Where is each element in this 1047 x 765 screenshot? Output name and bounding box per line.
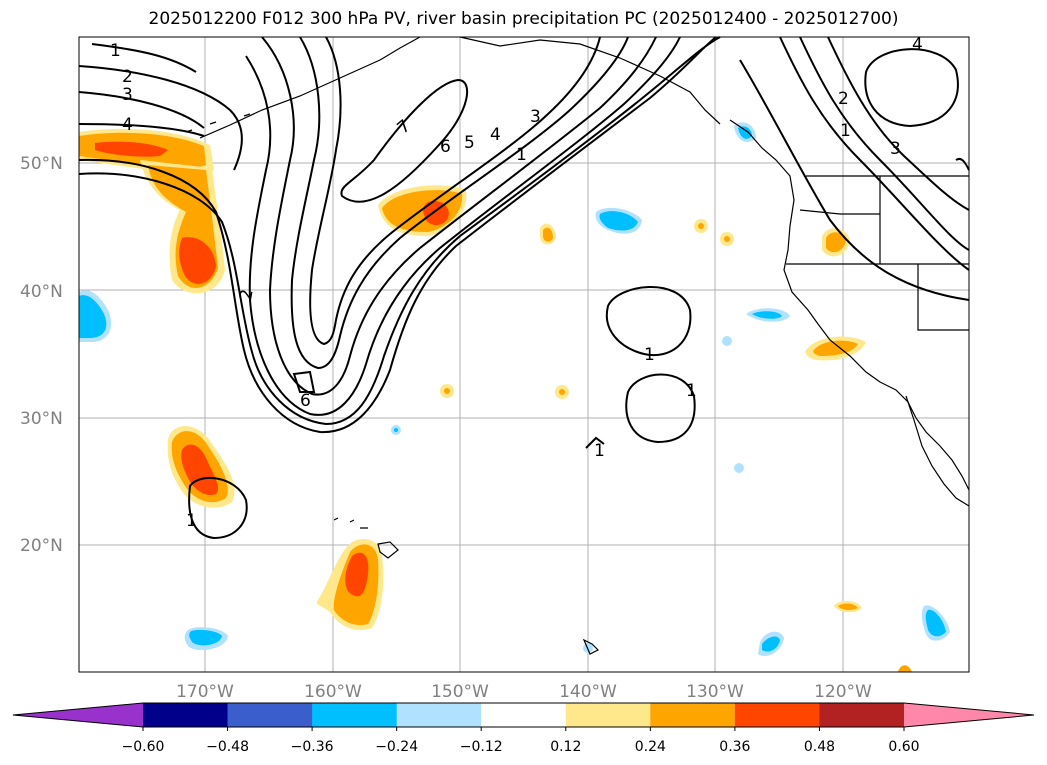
- contour-label: 1: [516, 145, 527, 165]
- contour-label: 3: [890, 139, 901, 159]
- colorbar-segment: [481, 703, 567, 727]
- colorbar-segment: [650, 703, 736, 727]
- contour-label: 3: [122, 85, 133, 105]
- contour-label: 3: [530, 107, 541, 127]
- contour-label: 1: [186, 511, 197, 531]
- colorbar-extend-low: [13, 703, 143, 727]
- lat-label: 40°N: [20, 282, 63, 302]
- colorbar-segment: [143, 703, 229, 727]
- map-frame: [78, 36, 970, 673]
- contour-label: 1: [686, 381, 697, 401]
- page-title: 2025012200 F012 300 hPa PV, river basin …: [148, 9, 899, 29]
- colorbar-tick-label: 0.48: [804, 739, 835, 755]
- colorbar-segment: [227, 703, 313, 727]
- lon-label: 150°W: [431, 682, 489, 702]
- contour-label: 2: [236, 288, 258, 302]
- contour-label: 2: [122, 67, 133, 87]
- colorbar-tick-label: −0.48: [206, 739, 249, 755]
- colorbar-segment: [396, 703, 482, 727]
- colorbar-tick-label: 0.36: [719, 739, 750, 755]
- colorbar-tick-label: −0.24: [375, 739, 418, 755]
- contour-label: 4: [490, 125, 501, 145]
- contour-label: 1: [840, 121, 851, 141]
- colorbar-tick-label: 0.60: [888, 739, 919, 755]
- lon-label: 120°W: [814, 682, 872, 702]
- colorbar-tick-label: −0.60: [122, 739, 165, 755]
- colorbar-segment: [565, 703, 651, 727]
- contour-label: 1: [110, 41, 121, 61]
- lon-label: 130°W: [686, 682, 744, 702]
- lat-label: 50°N: [20, 154, 63, 174]
- colorbar: −0.60 −0.48 −0.36 −0.24 −0.12 0.12 0.24 0.36 0.4…: [12, 702, 1035, 755]
- contour-label: 4: [122, 115, 133, 135]
- lat-label: 20°N: [20, 536, 63, 556]
- contour-label: 1: [594, 441, 605, 461]
- lat-label: 30°N: [20, 409, 63, 429]
- coastlines: [185, 36, 970, 655]
- colorbar-extend-high: [904, 703, 1034, 727]
- lon-label: 170°W: [176, 682, 234, 702]
- latitude-labels: 50°N 40°N 30°N 20°N: [20, 154, 63, 556]
- contour-label: 1: [644, 345, 655, 365]
- colorbar-segment: [312, 703, 398, 727]
- colorbar-tick-label: −0.12: [460, 739, 503, 755]
- contour-label: 6: [440, 137, 451, 157]
- colorbar-tick-label: −0.36: [291, 739, 334, 755]
- longitude-labels: 170°W 160°W 150°W 140°W 130°W 120°W: [176, 682, 872, 702]
- colorbar-tick-label: 0.12: [550, 739, 581, 755]
- contour-label: 4: [912, 35, 923, 55]
- contour-label: 2: [838, 89, 849, 109]
- lon-label: 160°W: [304, 682, 362, 702]
- colorbar-segment: [734, 703, 820, 727]
- contour-label: 5: [464, 133, 475, 153]
- colorbar-tick-label: 0.24: [635, 739, 666, 755]
- pv-contour-labels: 1 2 3 4 7 6 5 4 3 1 2 6 1 1 1 1 4 2 1 3: [110, 35, 923, 531]
- pv-contours: [78, 36, 970, 540]
- precip-shading: [79, 122, 950, 672]
- lon-label: 140°W: [559, 682, 617, 702]
- colorbar-segment: [819, 703, 905, 727]
- contour-label: 6: [300, 391, 311, 411]
